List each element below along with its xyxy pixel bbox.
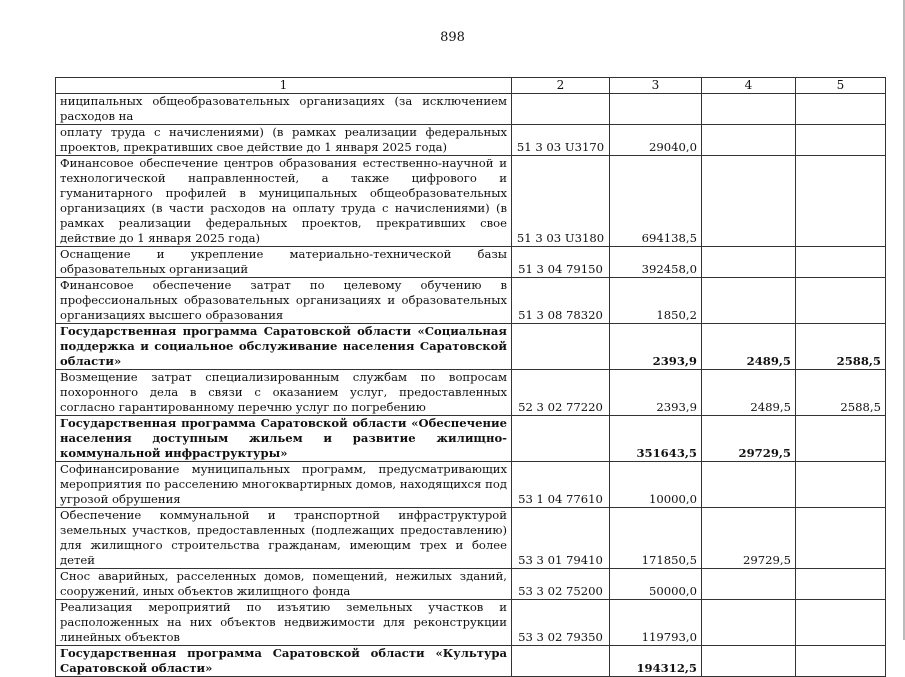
row-value-col4 bbox=[701, 461, 796, 508]
row-value-col4 bbox=[701, 277, 796, 324]
table-row: Реализация мероприятий по изъятию земель… bbox=[55, 599, 886, 646]
row-name: Софинансирование муниципальных программ,… bbox=[55, 461, 512, 508]
table-row: Финансовое обеспечение затрат по целевом… bbox=[55, 277, 886, 324]
row-value-col3: 2393,9 bbox=[609, 369, 702, 416]
table-row: Снос аварийных, расселенных домов, помещ… bbox=[55, 568, 886, 600]
row-value-col3 bbox=[609, 93, 702, 125]
table-row: Государственная программа Саратовской об… bbox=[55, 415, 886, 462]
table-row: Оснащение и укрепление материально-техни… bbox=[55, 246, 886, 278]
row-value-col3: 694138,5 bbox=[609, 155, 702, 247]
row-code: 53 3 02 75200 bbox=[511, 568, 610, 600]
row-name: Финансовое обеспечение центров образован… bbox=[55, 155, 512, 247]
table-row: Обеспечение коммунальной и транспортной … bbox=[55, 507, 886, 569]
column-header: 1 bbox=[55, 77, 512, 94]
row-name: Государственная программа Саратовской об… bbox=[55, 645, 512, 677]
row-value-col4 bbox=[701, 599, 796, 646]
row-value-col3: 29040,0 bbox=[609, 124, 702, 156]
row-value-col3: 10000,0 bbox=[609, 461, 702, 508]
row-value-col5 bbox=[795, 246, 886, 278]
table-header-row: 1 2 3 4 5 bbox=[55, 77, 886, 94]
row-value-col4 bbox=[701, 568, 796, 600]
column-header: 3 bbox=[609, 77, 702, 94]
table-row: оплату труда с начислениями) (в рамках р… bbox=[55, 124, 886, 156]
row-value-col4 bbox=[701, 155, 796, 247]
row-code bbox=[511, 645, 610, 677]
column-header: 4 bbox=[701, 77, 796, 94]
row-code: 51 3 04 79150 bbox=[511, 246, 610, 278]
row-value-col3: 2393,9 bbox=[609, 323, 702, 370]
row-value-col4 bbox=[701, 93, 796, 125]
row-value-col3: 1850,2 bbox=[609, 277, 702, 324]
row-value-col5 bbox=[795, 124, 886, 156]
row-value-col5 bbox=[795, 645, 886, 677]
table-row: Софинансирование муниципальных программ,… bbox=[55, 461, 886, 508]
row-code: 51 3 08 78320 bbox=[511, 277, 610, 324]
row-name: Реализация мероприятий по изъятию земель… bbox=[55, 599, 512, 646]
budget-table: 1 2 3 4 5 ниципальных общеобразовательны… bbox=[55, 77, 886, 677]
row-value-col3: 171850,5 bbox=[609, 507, 702, 569]
row-value-col5 bbox=[795, 415, 886, 462]
row-value-col4: 29729,5 bbox=[701, 507, 796, 569]
row-name: Оснащение и укрепление материально-техни… bbox=[55, 246, 512, 278]
row-name: Возмещение затрат специализированным слу… bbox=[55, 369, 512, 416]
row-value-col5 bbox=[795, 155, 886, 247]
row-value-col5 bbox=[795, 507, 886, 569]
row-name: Снос аварийных, расселенных домов, помещ… bbox=[55, 568, 512, 600]
row-value-col5 bbox=[795, 93, 886, 125]
column-header: 5 bbox=[795, 77, 886, 94]
row-name: Финансовое обеспечение затрат по целевом… bbox=[55, 277, 512, 324]
row-code: 51 3 03 U3180 bbox=[511, 155, 610, 247]
row-code: 52 3 02 77220 bbox=[511, 369, 610, 416]
table-row: Возмещение затрат специализированным слу… bbox=[55, 369, 886, 416]
row-code bbox=[511, 323, 610, 370]
row-code: 53 1 04 77610 bbox=[511, 461, 610, 508]
row-name: Государственная программа Саратовской об… bbox=[55, 323, 512, 370]
row-value-col4: 2489,5 bbox=[701, 369, 796, 416]
table-row: ниципальных общеобразовательных организа… bbox=[55, 93, 886, 125]
page-edge bbox=[903, 0, 905, 640]
row-value-col4: 2489,5 bbox=[701, 323, 796, 370]
row-value-col5 bbox=[795, 568, 886, 600]
row-value-col4 bbox=[701, 246, 796, 278]
row-value-col3: 351643,5 bbox=[609, 415, 702, 462]
table-row: Финансовое обеспечение центров образован… bbox=[55, 155, 886, 247]
row-name: Обеспечение коммунальной и транспортной … bbox=[55, 507, 512, 569]
row-value-col4: 29729,5 bbox=[701, 415, 796, 462]
row-value-col3: 50000,0 bbox=[609, 568, 702, 600]
row-code: 51 3 03 U3170 bbox=[511, 124, 610, 156]
row-value-col3: 194312,5 bbox=[609, 645, 702, 677]
row-value-col3: 119793,0 bbox=[609, 599, 702, 646]
row-code: 53 3 02 79350 bbox=[511, 599, 610, 646]
row-value-col5: 2588,5 bbox=[795, 323, 886, 370]
page-number: 898 bbox=[440, 30, 465, 45]
row-code: 53 3 01 79410 bbox=[511, 507, 610, 569]
row-code bbox=[511, 93, 610, 125]
row-value-col3: 392458,0 bbox=[609, 246, 702, 278]
row-value-col5 bbox=[795, 277, 886, 324]
row-name: ниципальных общеобразовательных организа… bbox=[55, 93, 512, 125]
row-name: Государственная программа Саратовской об… bbox=[55, 415, 512, 462]
row-code bbox=[511, 415, 610, 462]
table-row: Государственная программа Саратовской об… bbox=[55, 323, 886, 370]
row-name: оплату труда с начислениями) (в рамках р… bbox=[55, 124, 512, 156]
row-value-col5: 2588,5 bbox=[795, 369, 886, 416]
row-value-col5 bbox=[795, 599, 886, 646]
row-value-col4 bbox=[701, 124, 796, 156]
table-row: Государственная программа Саратовской об… bbox=[55, 645, 886, 677]
row-value-col4 bbox=[701, 645, 796, 677]
row-value-col5 bbox=[795, 461, 886, 508]
column-header: 2 bbox=[511, 77, 610, 94]
